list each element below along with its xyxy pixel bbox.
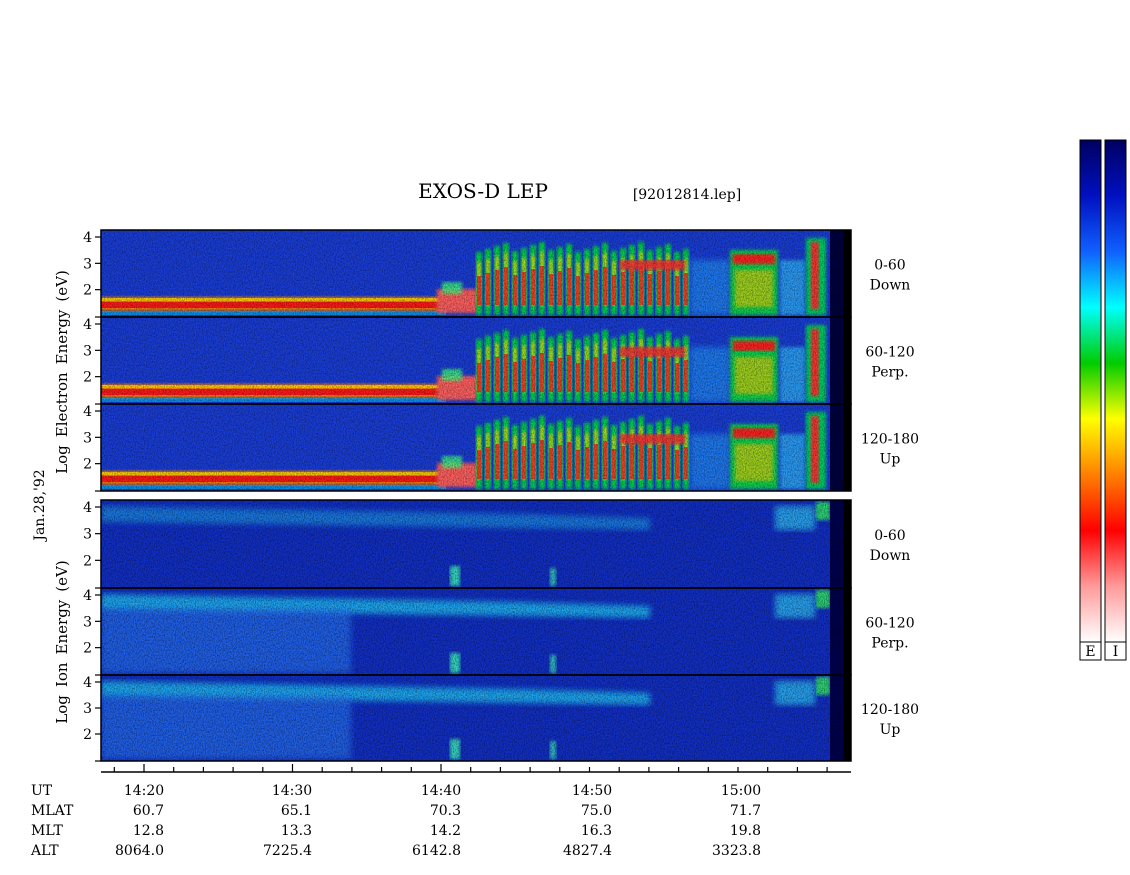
ylabel-word: Log (53, 695, 71, 724)
ephemeris-row-label: MLT (31, 823, 63, 839)
ylabel-word: Electron (53, 372, 71, 437)
panel-angle-label: 120-180 (861, 432, 919, 448)
ephemeris-value: 4827.4 (563, 843, 612, 859)
y-tick-label: 2 (83, 283, 92, 299)
ephemeris-value: 60.7 (133, 803, 164, 819)
y-tick-label: 2 (83, 370, 92, 386)
ephemeris-value: 65.1 (281, 803, 312, 819)
y-tick-label: 3 (83, 701, 92, 717)
y-tick-label: 3 (83, 343, 92, 359)
panel-angle-label: 0-60 (874, 258, 905, 274)
electron-spectrogram (101, 230, 851, 491)
y-tick-label: 2 (83, 641, 92, 657)
ephemeris-value: 12.8 (133, 823, 164, 839)
x-tick-label: 14:40 (421, 783, 461, 799)
y-tick-label: 2 (83, 727, 92, 743)
svg-text:LogIonEnergy(eV): Log Ion Energy (eV) (53, 560, 71, 723)
ephemeris-value: 71.7 (730, 803, 761, 819)
x-tick-label: 14:50 (572, 783, 612, 799)
panel-angle-label: 0-60 (874, 528, 905, 544)
x-tick-label: 15:00 (721, 783, 761, 799)
panel-direction-label: Perp. (871, 636, 908, 652)
panel-direction-label: Perp. (871, 365, 908, 381)
ylabel-word: Log (53, 445, 71, 474)
y-tick-label: 4 (83, 675, 92, 691)
y-tick-label: 4 (83, 588, 92, 604)
ylabel-word: Energy (53, 599, 71, 654)
ylabel-word: (eV) (53, 270, 71, 301)
y-tick-label: 3 (83, 527, 92, 543)
y-tick-label: 3 (83, 430, 92, 446)
electron-ylabel: Log Electron Energy (eV) (53, 270, 71, 474)
y-tick-label: 3 (83, 256, 92, 272)
ephemeris-value: 13.3 (281, 823, 312, 839)
ephemeris-value: 6142.8 (412, 843, 461, 859)
ephemeris-value: 75.0 (581, 803, 612, 819)
ephemeris-value: 8064.0 (115, 843, 164, 859)
ylabel-word: Ion (53, 662, 71, 687)
ion-panel-frames (100, 499, 852, 762)
y-tick-label: 4 (83, 404, 92, 420)
ephemeris-value: 70.3 (430, 803, 461, 819)
ylabel-word: Energy (53, 309, 71, 364)
y-tick-label: 3 (83, 614, 92, 630)
panel-direction-label: Up (880, 452, 901, 468)
svg-text:LogElectronEnergy(eV): Log Electron Energy (eV) (53, 270, 71, 474)
ion-ylabel: Log Ion Energy (eV) (53, 560, 71, 723)
electron-panel-frames (100, 229, 852, 492)
x-tick-label: 14:20 (124, 783, 164, 799)
colorbar-label: I (1113, 644, 1119, 660)
date-label: Jan.28,'92 (32, 469, 48, 542)
ion-spectrogram (101, 500, 851, 761)
panel-direction-label: Down (870, 278, 911, 294)
ephemeris-value: 19.8 (730, 823, 761, 839)
y-tick-label: 4 (83, 317, 92, 333)
ephemeris-value: 7225.4 (263, 843, 312, 859)
panel-labels: 0-60 Down 60-120 Perp. 120-180 Up 0-60 Down 60-1… (861, 258, 919, 739)
time-axis: 14:20 14:30 14:40 14:50 15:00 (101, 764, 851, 799)
ephemeris-row-label: UT (31, 783, 53, 799)
file-label: [92012814.lep] (633, 187, 741, 203)
ephemeris-value: 3323.8 (712, 843, 761, 859)
chart-title: EXOS-D LEP (418, 179, 548, 203)
panel-angle-label: 60-120 (865, 616, 914, 632)
colorbar (1104, 139, 1127, 643)
x-tick-label: 14:30 (272, 783, 312, 799)
y-tick-label: 2 (83, 553, 92, 569)
ephemeris-value: 14.2 (430, 823, 461, 839)
y-tick-labels: 4 3 2 4 3 2 4 3 2 4 3 2 4 3 2 4 3 2 (83, 230, 101, 762)
ephemeris-table: UT MLAT 60.7 65.1 70.3 75.0 71.7 MLT 12.8 13.3 14.… (30, 783, 761, 859)
y-tick-label: 4 (83, 230, 92, 246)
panel-direction-label: Up (880, 722, 901, 738)
panel-angle-label: 60-120 (865, 345, 914, 361)
panel-angle-label: 120-180 (861, 702, 919, 718)
ephemeris-row-label: ALT (30, 843, 59, 859)
ylabel-word: (eV) (53, 560, 71, 591)
y-tick-label: 4 (83, 500, 92, 516)
y-tick-label: 2 (83, 457, 92, 473)
ephemeris-row-label: MLAT (31, 803, 74, 819)
panel-direction-label: Down (870, 548, 911, 564)
colorbar-label: E (1085, 644, 1095, 660)
colorbar (1079, 139, 1102, 643)
ephemeris-value: 16.3 (581, 823, 612, 839)
